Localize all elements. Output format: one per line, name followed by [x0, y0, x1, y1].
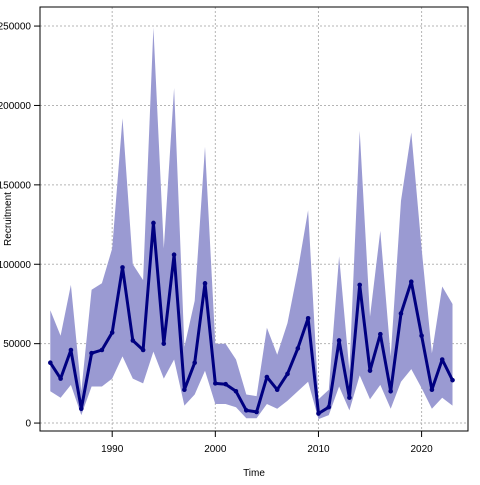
data-point [99, 347, 105, 353]
data-point [295, 346, 301, 351]
data-point [109, 330, 115, 335]
y-tick-label: 150000 [0, 180, 31, 191]
data-point [429, 387, 435, 393]
y-tick-label: 100000 [0, 260, 31, 271]
data-point [419, 333, 424, 339]
data-point [357, 282, 363, 288]
x-axis: 1990 2000 2010 2020 [101, 430, 433, 455]
data-point [274, 387, 280, 393]
data-point [450, 377, 455, 383]
y-axis: 0 50000 100000 150000 200000 250000 [0, 22, 41, 430]
data-point [171, 252, 177, 258]
data-point [58, 376, 63, 381]
x-tick-label: 2010 [307, 444, 330, 455]
data-point [151, 220, 156, 226]
data-point [233, 388, 239, 394]
data-point [264, 374, 270, 380]
data-point [89, 350, 94, 356]
y-tick-label: 200000 [0, 101, 31, 112]
x-tick-label: 2020 [410, 444, 433, 455]
confidence-band-group [50, 27, 453, 420]
y-axis-label: Recruitment [3, 192, 14, 246]
series-line-group [49, 221, 454, 415]
data-point [161, 341, 167, 346]
data-point [78, 406, 84, 412]
series-line [49, 221, 454, 415]
data-point [408, 279, 414, 285]
data-point [202, 281, 208, 286]
data-point [243, 408, 249, 413]
data-points-group [48, 220, 455, 416]
data-point [367, 368, 373, 373]
y-tick-label: 0 [25, 419, 31, 430]
data-point [398, 311, 404, 316]
data-point [140, 347, 146, 353]
x-tick-label: 1990 [101, 444, 124, 455]
data-point [182, 387, 187, 393]
x-tick-label: 2000 [204, 444, 227, 455]
data-point [388, 388, 393, 394]
y-tick-label: 50000 [3, 339, 31, 350]
data-point [48, 360, 53, 366]
data-point [305, 315, 311, 321]
data-point [285, 371, 290, 377]
data-point [439, 357, 445, 362]
data-point [316, 411, 321, 416]
data-point [378, 331, 383, 337]
data-point [130, 338, 136, 343]
data-point [223, 381, 228, 387]
data-point [347, 395, 352, 400]
data-point [326, 404, 332, 410]
data-point [336, 338, 342, 343]
data-point [213, 381, 218, 386]
confidence-band [50, 27, 453, 420]
x-axis-label: Time [243, 468, 265, 479]
y-tick-label: 250000 [0, 22, 31, 33]
data-point [254, 409, 259, 415]
data-point [192, 360, 197, 366]
data-point [120, 265, 125, 270]
data-point [68, 347, 74, 353]
